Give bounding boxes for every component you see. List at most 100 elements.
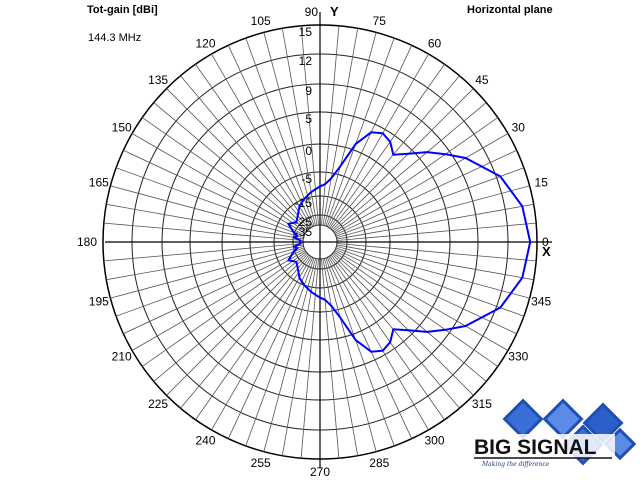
gain-pattern-curve <box>286 131 532 353</box>
grid-spoke <box>336 243 537 262</box>
grid-spoke <box>211 53 312 228</box>
grid-spoke <box>332 252 487 382</box>
grid-spoke <box>227 45 314 227</box>
angle-label: 195 <box>89 294 109 308</box>
angle-label: 165 <box>89 176 109 190</box>
grid-spoke <box>334 250 509 351</box>
angle-labels: 0153045607590105120135150165180195210225… <box>77 5 552 479</box>
plane-label: Horizontal plane <box>467 4 553 16</box>
grid-spoke <box>335 248 517 335</box>
grid-spoke <box>300 25 319 226</box>
radial-label: -25 <box>295 215 313 229</box>
grid-spoke <box>180 254 310 409</box>
grid-spoke <box>336 246 530 299</box>
frequency-label: 144.3 MHz <box>88 32 142 44</box>
angle-label: 210 <box>112 350 132 364</box>
radial-label: -35 <box>295 225 313 239</box>
grid-spoke <box>326 45 413 227</box>
angle-label: 150 <box>112 121 132 135</box>
grid-spoke <box>328 53 429 228</box>
grid-spoke <box>329 255 445 420</box>
grid-spoke <box>263 258 316 452</box>
grid-spoke <box>263 32 316 226</box>
grid-spoke <box>321 258 340 459</box>
grid-spoke <box>115 247 305 317</box>
grid-spoke <box>334 133 509 234</box>
angle-label: 345 <box>531 294 551 308</box>
angle-label: 60 <box>428 37 442 51</box>
angle-label: 15 <box>535 176 549 190</box>
grid-spoke <box>115 167 305 237</box>
grid-spoke <box>336 185 530 238</box>
grid-spoke <box>153 252 308 382</box>
grid-spoke <box>142 251 307 367</box>
grid-spoke <box>322 28 359 226</box>
grid-spoke <box>336 203 534 240</box>
grid-spoke <box>245 37 315 227</box>
main-axes <box>105 12 552 468</box>
grid-spoke <box>336 244 534 281</box>
angle-label: 285 <box>369 456 389 470</box>
grid-spoke <box>325 257 395 447</box>
grid-spoke <box>110 185 304 238</box>
grid-spoke <box>329 64 445 229</box>
grid-spoke <box>326 257 413 439</box>
grid-spoke <box>166 88 309 231</box>
angle-label: 120 <box>195 37 215 51</box>
grid-spoke <box>153 102 308 232</box>
angle-label: 300 <box>424 433 444 447</box>
grid-spoke <box>335 167 525 237</box>
grid-spoke <box>106 244 304 281</box>
grid-spoke <box>321 25 340 226</box>
grid-spoke <box>227 257 314 439</box>
angle-label: 330 <box>508 350 528 364</box>
grid-spoke <box>333 251 498 367</box>
grid-spoke <box>166 253 309 396</box>
radial-labels: 15 12 9 5 0 -5 -15 -25-35 <box>295 25 313 239</box>
grid-spoke <box>195 64 311 229</box>
y-axis-label: Y <box>330 4 339 19</box>
grid-spoke <box>300 258 319 459</box>
grid-spoke <box>131 250 306 351</box>
grid-spoke <box>180 75 310 230</box>
grid-spoke <box>142 117 307 233</box>
grid-spoke <box>131 133 306 234</box>
angle-label: 180 <box>77 235 97 249</box>
angle-label: 45 <box>475 73 489 87</box>
grid-spoke <box>123 248 305 335</box>
grid-spoke <box>110 246 304 299</box>
angle-label: 105 <box>251 14 271 28</box>
grid-spoke <box>106 203 304 240</box>
grid-spoke <box>324 258 377 452</box>
logo-tagline: Making the difference <box>481 461 550 468</box>
radial-label: 0 <box>305 144 312 158</box>
grid-spoke <box>331 253 474 396</box>
grid-spoke <box>245 257 315 447</box>
grid-spoke <box>332 102 487 232</box>
chart-title: Tot-gain [dBi] <box>87 4 158 16</box>
grid-spoke <box>322 258 359 456</box>
grid-spoke <box>195 255 311 420</box>
grid-spoke <box>325 37 395 227</box>
angle-label: 135 <box>148 73 168 87</box>
x-axis-label: X <box>542 244 551 259</box>
grid-spoke <box>331 88 474 231</box>
radial-label: 15 <box>299 25 313 39</box>
angle-label: 90 <box>305 5 319 19</box>
grid-spoke <box>324 32 377 226</box>
grid-spoke <box>330 254 460 409</box>
big-signal-logo: BIG SIGNAL Making the difference <box>470 398 637 468</box>
grid-spoke <box>335 247 525 317</box>
grid-spoke <box>330 75 460 230</box>
grid-spoke <box>335 149 517 236</box>
grid-spoke <box>211 256 312 431</box>
radial-label: 12 <box>299 54 313 68</box>
radial-label: 9 <box>305 84 312 98</box>
grid-spoke <box>336 222 537 241</box>
angle-label: 255 <box>251 456 271 470</box>
angle-label: 30 <box>512 121 526 135</box>
angle-label: 225 <box>148 397 168 411</box>
radial-label: -5 <box>301 172 312 186</box>
angle-label: 240 <box>195 433 215 447</box>
